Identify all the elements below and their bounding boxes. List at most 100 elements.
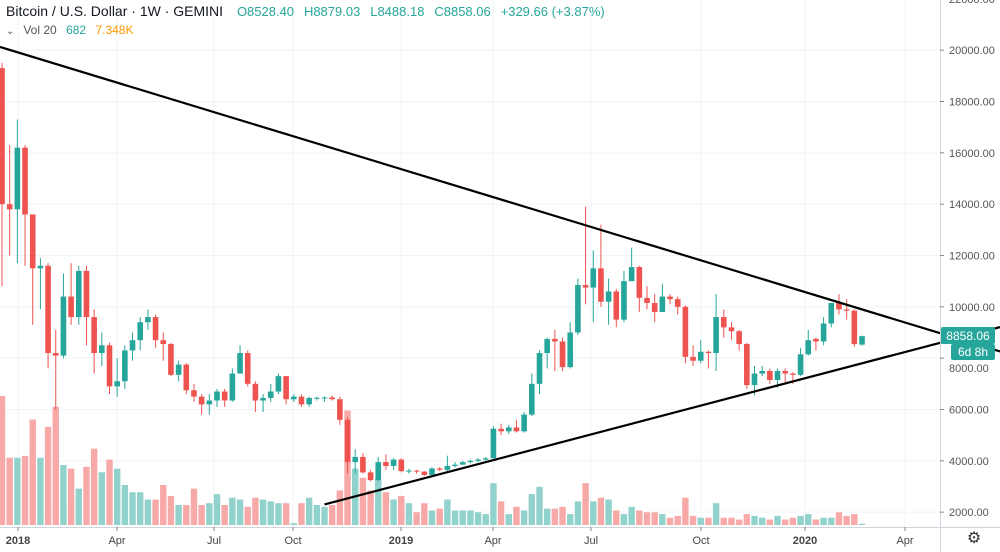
- candle-body: [774, 370, 781, 380]
- volume-bar: [206, 503, 213, 525]
- volume-bar: [75, 488, 82, 525]
- candle: [859, 335, 865, 346]
- candle-body: [429, 468, 435, 475]
- volume-bar: [421, 503, 428, 525]
- candle-body: [14, 147, 21, 210]
- volume-bar: [213, 494, 221, 525]
- candle-body: [598, 268, 604, 302]
- candle-body: [283, 376, 289, 400]
- candle: [99, 332, 105, 366]
- candle-body: [267, 391, 274, 398]
- volume-bar: [328, 505, 336, 525]
- candle-body: [467, 460, 474, 463]
- candle-body: [813, 338, 819, 342]
- candle: [267, 383, 274, 402]
- candle: [851, 309, 858, 347]
- candle-body: [567, 332, 574, 368]
- volume-bar: [559, 506, 566, 525]
- candle-body: [106, 345, 113, 387]
- candle-body: [244, 353, 251, 384]
- volume-label[interactable]: Vol 20: [23, 23, 57, 37]
- candle: [644, 286, 650, 310]
- volume-bar: [574, 501, 582, 525]
- candle: [697, 340, 704, 364]
- candle-body: [421, 471, 428, 475]
- symbol-title[interactable]: Bitcoin / U.S. Dollar · 1W · GEMINI: [6, 3, 224, 19]
- volume-bar: [590, 501, 597, 525]
- volume-bar: [0, 395, 6, 525]
- candle-body: [168, 344, 174, 375]
- candle: [337, 396, 343, 425]
- candle-body: [782, 370, 789, 374]
- volume-bar: [236, 499, 244, 525]
- price-tick-label: 22000.00: [949, 0, 995, 6]
- candle-body: [260, 397, 266, 401]
- candle: [613, 288, 620, 328]
- candle-body: [682, 306, 689, 357]
- candle-body: [851, 310, 858, 345]
- candle: [191, 383, 197, 402]
- price-tick-label: 6000.00: [949, 404, 989, 416]
- candle-body: [129, 340, 136, 351]
- candle-body: [444, 465, 451, 470]
- candle-body: [198, 396, 205, 405]
- candle-body: [521, 414, 527, 432]
- candle: [244, 350, 251, 387]
- candle-body: [160, 340, 167, 345]
- volume-bar: [90, 448, 98, 525]
- candle: [713, 293, 719, 371]
- volume-bar: [628, 506, 635, 525]
- volume-bar: [728, 517, 735, 525]
- candle: [521, 412, 527, 433]
- volume-bar: [244, 506, 251, 525]
- candle-body: [252, 383, 259, 401]
- volume-bar: [705, 517, 712, 525]
- candle: [145, 309, 151, 330]
- volume-bar: [682, 497, 689, 525]
- candle: [168, 342, 174, 377]
- candle: [767, 368, 773, 384]
- candle-body: [329, 397, 335, 400]
- candle-body: [697, 351, 704, 361]
- candle-body: [60, 296, 67, 356]
- candle: [375, 456, 382, 482]
- volume-bar: [482, 514, 489, 525]
- volume-bar: [405, 503, 413, 525]
- volume-bar: [367, 490, 374, 525]
- candle-body: [344, 419, 351, 463]
- price-tick-label: 16000.00: [949, 148, 995, 160]
- symbol-legend: Bitcoin / U.S. Dollar · 1W · GEMINI O852…: [6, 3, 611, 19]
- price-tick-label: 8000.00: [949, 363, 989, 375]
- trendlines[interactable]: [0, 45, 1000, 506]
- chevron-down-icon[interactable]: ⌄: [6, 26, 15, 37]
- volume-bar: [221, 505, 228, 525]
- volume-bar: [313, 505, 321, 525]
- time-axis[interactable]: 2018 Apr Jul Oct 2019 Apr Jul Oct 2020 Apr: [6, 527, 914, 547]
- volume-bar: [513, 506, 520, 525]
- candle: [390, 458, 397, 470]
- volume-bar: [321, 506, 328, 525]
- candle: [22, 145, 28, 266]
- volume-bar: [666, 517, 674, 525]
- gear-icon[interactable]: ⚙: [966, 530, 982, 547]
- trendline[interactable]: [0, 45, 1000, 353]
- candle-body: [744, 344, 750, 386]
- candle-body: [413, 470, 420, 472]
- candle-body: [690, 356, 696, 361]
- candle: [552, 329, 558, 371]
- candle: [214, 388, 220, 407]
- volume-bar: [497, 501, 505, 525]
- price-axis[interactable]: 2000.00 4000.00 6000.00 8000.00 10000.00 1200…: [940, 0, 995, 519]
- trendline[interactable]: [324, 325, 1000, 506]
- candle-body: [529, 383, 535, 415]
- candle: [383, 454, 389, 470]
- candle: [45, 263, 51, 369]
- volume-bar: [613, 510, 620, 525]
- candle-body: [290, 396, 297, 400]
- volume-bar: [67, 468, 75, 525]
- candle-body: [375, 462, 382, 481]
- candle-body: [406, 470, 412, 472]
- candle-body: [275, 376, 282, 392]
- candle-body: [705, 351, 712, 354]
